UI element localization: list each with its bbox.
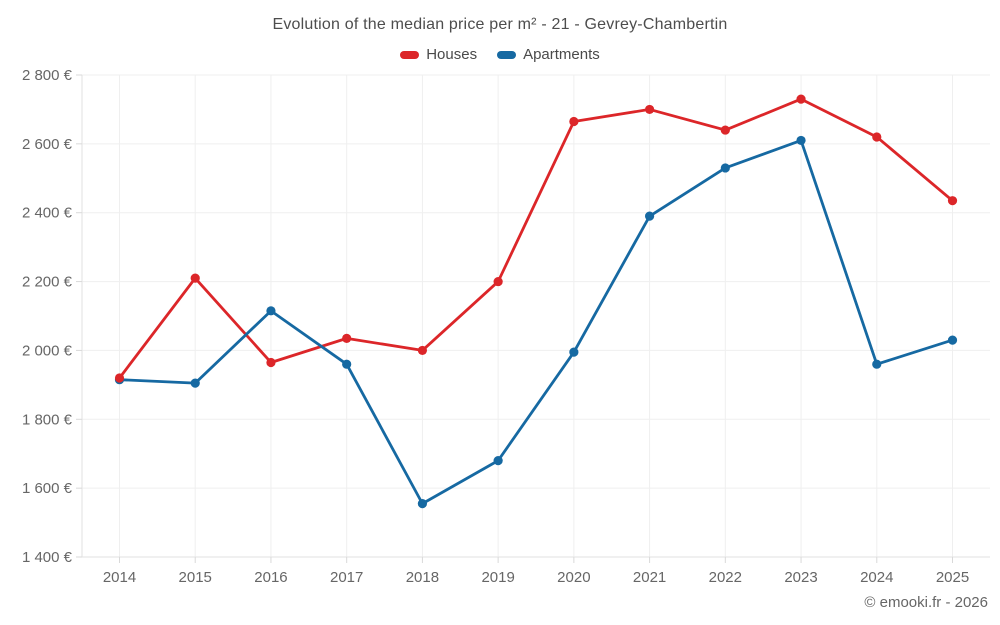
- houses-point-2018[interactable]: [417, 345, 428, 356]
- apartments-point-2024[interactable]: [872, 359, 882, 369]
- apartments-line: [118, 139, 954, 506]
- apartments-point-2016[interactable]: [266, 306, 276, 316]
- x-axis-tick-label: 2018: [406, 569, 439, 586]
- houses-line: [118, 97, 954, 380]
- apartments-series-swatch-icon: [497, 50, 517, 59]
- houses-point-2019[interactable]: [493, 276, 503, 287]
- houses-point-2014[interactable]: [114, 373, 125, 383]
- apartments-point-2022[interactable]: [720, 163, 730, 173]
- copyright-text: © emooki.fr - 2026: [864, 594, 988, 611]
- houses-point-2016[interactable]: [266, 357, 276, 368]
- legend-label-apartments: Apartments: [523, 46, 600, 63]
- legend: Houses Apartments: [0, 46, 1000, 63]
- x-axis-tick-label: 2016: [254, 569, 287, 586]
- houses-point-2015[interactable]: [190, 273, 200, 283]
- houses-point-2017[interactable]: [342, 333, 352, 343]
- y-axis-tick-label: 2 000 €: [22, 342, 73, 359]
- y-axis-tick-label: 2 200 €: [22, 274, 73, 291]
- legend-item-apartments[interactable]: Apartments: [497, 46, 600, 63]
- apartments-point-2018[interactable]: [417, 499, 428, 509]
- y-axis-tick-label: 1 800 €: [22, 411, 73, 428]
- y-axis-tick-label: 1 600 €: [22, 480, 73, 497]
- apartments-point-2023[interactable]: [796, 135, 806, 146]
- houses-point-2022[interactable]: [720, 125, 730, 135]
- y-axis-tick-label: 2 600 €: [22, 136, 73, 153]
- legend-label-houses: Houses: [426, 46, 478, 63]
- apartments-point-2020[interactable]: [569, 347, 579, 357]
- y-axis-tick-label: 2 800 €: [22, 67, 73, 84]
- x-axis-tick-label: 2019: [481, 569, 514, 586]
- houses-point-2020[interactable]: [569, 116, 579, 127]
- x-axis-tick-label: 2014: [103, 569, 136, 586]
- x-axis-tick-label: 2015: [179, 569, 212, 586]
- houses-series-swatch-icon: [400, 50, 420, 59]
- y-axis-tick-label: 1 400 €: [22, 549, 73, 566]
- houses-point-2023[interactable]: [796, 94, 806, 104]
- x-axis-tick-label: 2023: [784, 569, 817, 586]
- x-axis-tick-label: 2022: [709, 569, 742, 586]
- x-axis-tick-label: 2020: [557, 569, 590, 586]
- apartments-point-2017[interactable]: [342, 359, 352, 369]
- x-axis-tick-label: 2017: [330, 569, 363, 586]
- x-axis-tick-label: 2021: [633, 569, 666, 586]
- houses-point-2025[interactable]: [947, 196, 958, 206]
- houses-point-2021[interactable]: [644, 104, 655, 115]
- legend-item-houses[interactable]: Houses: [400, 46, 477, 63]
- apartments-point-2025[interactable]: [947, 335, 958, 345]
- x-axis-tick-label: 2024: [860, 569, 893, 586]
- apartments-point-2019[interactable]: [493, 456, 503, 466]
- y-axis-tick-label: 2 400 €: [22, 205, 73, 222]
- page-title: Evolution of the median price per m² - 2…: [272, 16, 728, 33]
- apartments-point-2021[interactable]: [644, 211, 655, 221]
- houses-point-2024[interactable]: [872, 132, 882, 142]
- x-axis-tick-label: 2025: [936, 569, 969, 586]
- apartments-point-2015[interactable]: [190, 378, 200, 388]
